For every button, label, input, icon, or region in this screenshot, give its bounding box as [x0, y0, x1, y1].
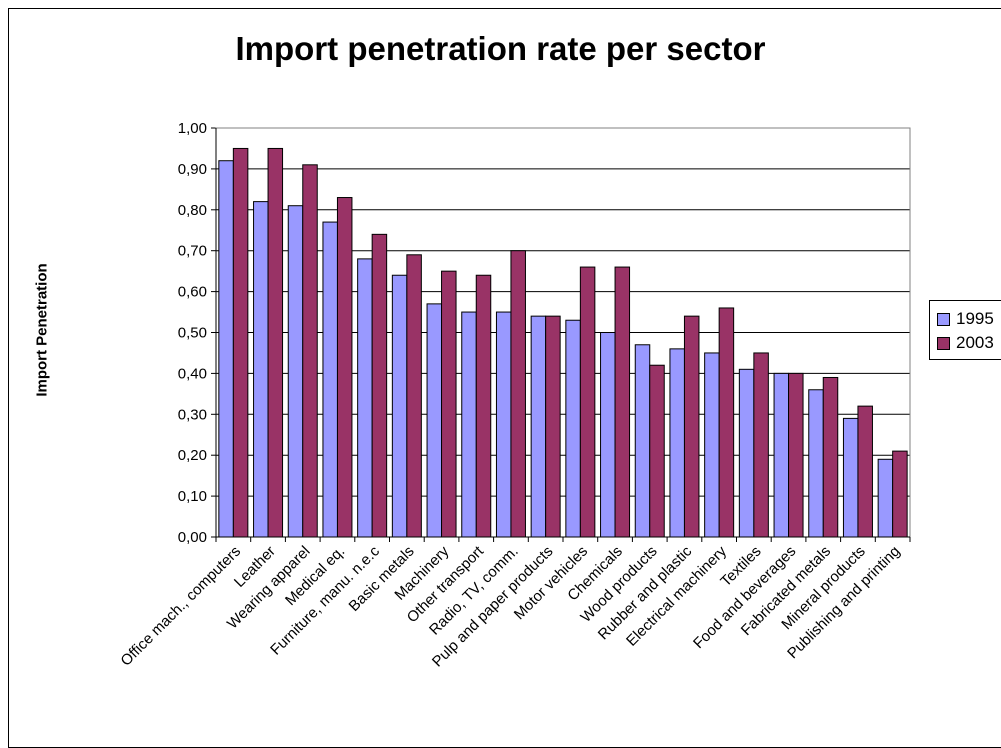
bar-1995: [738, 368, 755, 538]
bar-1995: [391, 274, 408, 538]
bar-2003: [857, 405, 873, 538]
legend-label-1995: 1995: [956, 309, 994, 328]
legend-swatch-1995: [937, 312, 950, 326]
x-tick-label: Office mach., computers: [117, 543, 244, 670]
bar-2003: [614, 266, 631, 538]
bar-2003: [649, 364, 665, 538]
bar-1995: [842, 417, 859, 538]
y-tick-label: 0,50: [178, 325, 207, 342]
bar-2003: [579, 266, 596, 538]
legend: 1995 2003: [929, 300, 1001, 360]
bar-1995: [808, 389, 824, 538]
y-tick-label: 0,30: [178, 406, 207, 423]
bar-1995: [495, 311, 512, 538]
bar-1995: [600, 332, 616, 538]
bar-2003: [822, 376, 839, 538]
bar-2003: [406, 254, 422, 538]
bar-1995: [704, 352, 720, 538]
y-tick-label: 0,90: [178, 161, 207, 178]
bar-1995: [773, 372, 790, 538]
bar-2003: [336, 197, 353, 538]
y-tick-label: 0,20: [178, 447, 207, 464]
bar-1995: [669, 348, 685, 538]
bar-2003: [892, 450, 908, 538]
bar-2003: [718, 307, 735, 538]
bar-2003: [302, 164, 318, 538]
bar-2003: [683, 315, 700, 538]
y-tick-label: 0,60: [178, 284, 207, 301]
bar-1995: [253, 201, 269, 538]
bar-2003: [232, 147, 249, 538]
bar-2003: [545, 315, 561, 538]
y-tick-label: 0,10: [178, 488, 207, 505]
bar-1995: [357, 258, 373, 538]
bar-1995: [287, 205, 304, 538]
y-tick-label: 0,40: [178, 365, 207, 382]
legend-swatch-2003: [937, 336, 950, 350]
bar-1995: [877, 458, 894, 538]
y-tick-label: 0,70: [178, 243, 207, 260]
chart-title: Import penetration rate per sector: [235, 30, 766, 67]
bar-2003: [441, 270, 457, 538]
legend-item-2003: 2003: [930, 333, 994, 353]
bar-1995: [530, 315, 547, 538]
bar-2003: [475, 274, 492, 538]
y-tick-label: 1,00: [178, 120, 207, 137]
bar-2003: [753, 352, 769, 538]
legend-label-2003: 2003: [956, 333, 994, 352]
bar-2003: [267, 147, 284, 538]
bar-2003: [371, 233, 388, 538]
bar-1995: [426, 303, 443, 538]
bar-1995: [634, 344, 651, 538]
bar-1995: [565, 319, 581, 538]
y-tick-label: 0,80: [178, 202, 207, 219]
bar-1995: [461, 311, 477, 538]
bar-1995: [322, 221, 338, 538]
bar-1995: [218, 160, 234, 538]
y-tick-label: 0,00: [178, 529, 207, 546]
legend-item-1995: 1995: [930, 309, 994, 329]
bar-2003: [510, 250, 526, 538]
bar-2003: [788, 372, 804, 538]
